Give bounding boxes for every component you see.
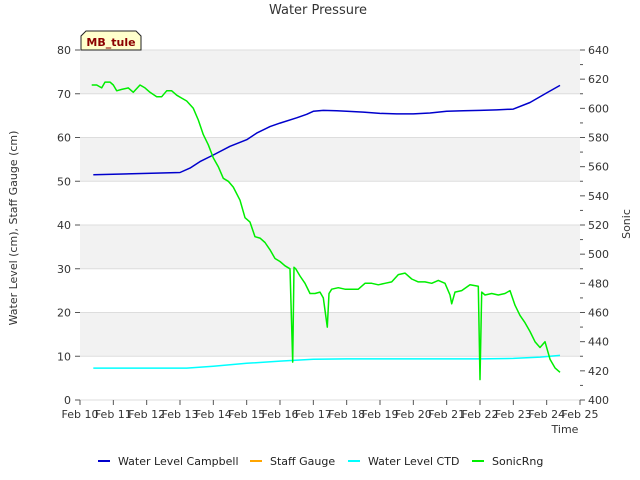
legend: Water Level Campbell Staff Gauge Water Lev…: [98, 455, 543, 468]
y-tick-label: 10: [57, 350, 71, 363]
y-tick-label: 30: [57, 263, 71, 276]
x-tick-label: Feb 18: [328, 408, 365, 421]
station-badge: MB_tule: [80, 30, 142, 51]
x-tick-label: Feb 10: [62, 408, 99, 421]
y-tick-label: 40: [57, 219, 71, 232]
y2-tick-label: 420: [588, 365, 609, 378]
x-tick-label: Feb 20: [395, 408, 432, 421]
y-tick-label: 50: [57, 175, 71, 188]
legend-label-water-level-ctd: Water Level CTD: [368, 455, 459, 468]
y2-tick-label: 600: [588, 102, 609, 115]
background-band: [80, 225, 580, 269]
series-line-water-level-campbell: [93, 84, 561, 176]
series-line-sonicrng: [91, 81, 561, 381]
background-band: [80, 50, 580, 94]
series-line-water-level-ctd: [93, 354, 561, 369]
y2-tick-label: 580: [588, 132, 609, 145]
station-badge-label: MB_tule: [86, 36, 135, 49]
x-tick-label: Feb 16: [262, 408, 299, 421]
x-tick-label: Feb 21: [428, 408, 465, 421]
y2-tick-label: 400: [588, 394, 609, 407]
x-axis-title: Time: [551, 423, 579, 436]
x-tick-label: Feb 15: [228, 408, 265, 421]
series-lines: [91, 81, 561, 381]
background-band: [80, 93, 580, 138]
x-tick-label: Feb 12: [128, 408, 165, 421]
x-tick-label: Feb 14: [195, 408, 232, 421]
y2-axis-title: Sonic: [620, 209, 633, 239]
legend-label-sonicrng: SonicRng: [492, 455, 543, 468]
y-tick-label: 60: [57, 132, 71, 145]
y-axis-title: Water Level (cm), Staff Gauge (cm): [7, 131, 20, 326]
x-tick-label: Feb 11: [95, 408, 132, 421]
y-tick-label: 80: [57, 44, 71, 57]
y2-tick-label: 480: [588, 277, 609, 290]
legend-label-water-level-campbell: Water Level Campbell: [118, 455, 239, 468]
background-band: [80, 137, 580, 182]
y2-tick-label: 540: [588, 190, 609, 203]
y2-tick-label: 440: [588, 336, 609, 349]
x-tick-label: Feb 17: [295, 408, 332, 421]
y2-tick-label: 460: [588, 307, 609, 320]
chart-title: Water Pressure: [269, 3, 367, 18]
y-tick-label: 0: [64, 394, 71, 407]
x-tick-label: Feb 24: [528, 408, 565, 421]
y2-tick-label: 520: [588, 219, 609, 232]
background-band: [80, 181, 580, 225]
y-axis-left: 0 10 20 30 40 50 60 70 80: [57, 44, 80, 407]
station-badge-box: [80, 30, 142, 51]
gridlines: [80, 49, 580, 401]
background-band: [80, 356, 580, 400]
x-tick-label: Feb 19: [362, 408, 399, 421]
y-tick-label: 20: [57, 307, 71, 320]
x-tick-label: Feb 25: [562, 408, 599, 421]
x-tick-label: Feb 23: [495, 408, 532, 421]
y2-tick-label: 560: [588, 161, 609, 174]
y-axis-right: 400 420 440 460 480 500 520 540 560 580 600 620 640: [580, 44, 609, 407]
y2-tick-label: 640: [588, 44, 609, 57]
x-tick-label: Feb 22: [462, 408, 499, 421]
legend-label-staff-gauge: Staff Gauge: [270, 455, 335, 468]
y2-tick-label: 500: [588, 248, 609, 261]
y2-tick-label: 620: [588, 73, 609, 86]
y-tick-label: 70: [57, 88, 71, 101]
x-tick-label: Feb 13: [162, 408, 199, 421]
background-bands: [80, 50, 580, 400]
background-band: [80, 312, 580, 357]
